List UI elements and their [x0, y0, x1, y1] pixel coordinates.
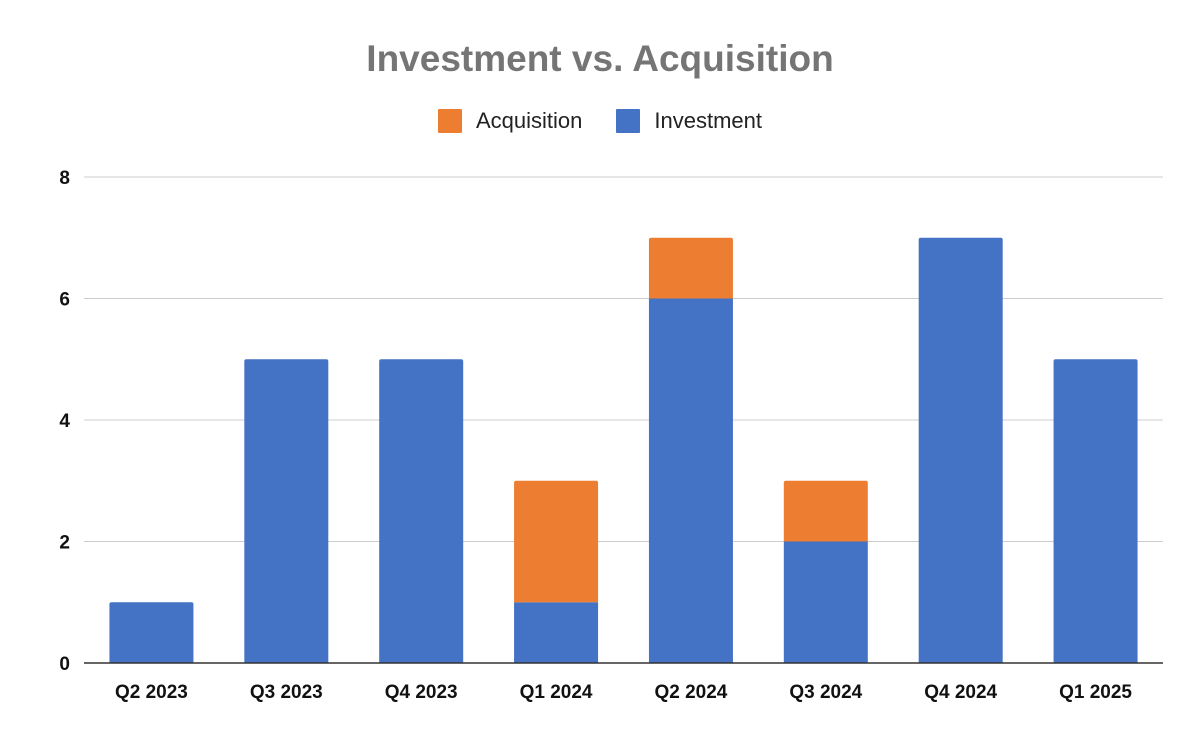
bar-investment [918, 237, 1003, 663]
bar-investment [1053, 359, 1138, 663]
x-tick-label: Q4 2023 [385, 682, 458, 703]
bar-investment [109, 602, 194, 663]
y-tick-label: 4 [59, 411, 70, 432]
bar-investment [379, 359, 464, 663]
legend-label: Acquisition [476, 108, 583, 133]
legend-swatch [438, 109, 462, 133]
legend-label: Investment [654, 108, 762, 133]
y-tick-label: 8 [59, 168, 70, 189]
y-tick-label: 6 [59, 290, 70, 311]
bar-investment [648, 298, 733, 663]
bar-acquisition [783, 480, 868, 542]
x-tick-label: Q1 2025 [1059, 682, 1132, 703]
y-tick-label: 2 [59, 533, 70, 554]
legend: Acquisition Investment [0, 108, 1200, 134]
bar-acquisition [648, 237, 733, 299]
chart-title: Investment vs. Acquisition [366, 38, 834, 79]
legend-item-acquisition: Acquisition [438, 108, 582, 134]
x-tick-label: Q2 2023 [115, 682, 188, 703]
bar-investment [514, 602, 599, 663]
bar-investment [783, 541, 868, 663]
x-tick-label: Q4 2024 [924, 682, 997, 703]
bar-acquisition [514, 480, 599, 603]
legend-swatch [616, 109, 641, 133]
x-tick-label: Q2 2024 [654, 682, 727, 703]
bar-investment [244, 359, 329, 663]
y-tick-label: 0 [59, 654, 70, 675]
x-tick-label: Q3 2023 [250, 682, 323, 703]
x-tick-label: Q3 2024 [789, 682, 862, 703]
legend-item-investment: Investment [616, 108, 762, 134]
x-tick-label: Q1 2024 [520, 682, 593, 703]
